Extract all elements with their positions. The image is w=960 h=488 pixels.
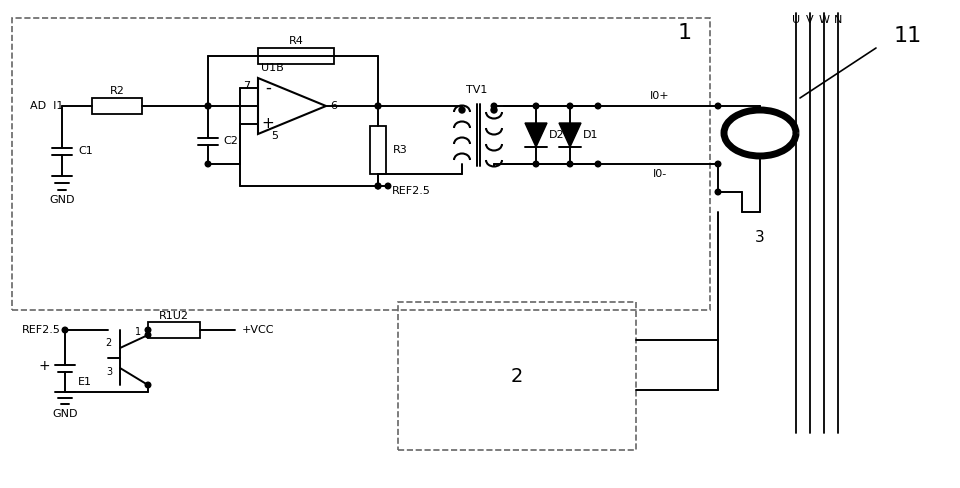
Circle shape [375,183,381,189]
Circle shape [375,103,381,109]
Text: R4: R4 [289,36,303,46]
Text: 5: 5 [272,131,278,141]
Circle shape [205,103,211,109]
Bar [370,126,386,174]
Text: C2: C2 [223,136,238,146]
Text: 6: 6 [330,101,337,111]
Text: E1: E1 [78,377,92,387]
Text: +VCC: +VCC [242,325,275,335]
Text: +: + [262,117,275,131]
Bar [92,98,142,114]
Text: REF2.5: REF2.5 [392,186,431,196]
Text: +: + [38,359,50,373]
Circle shape [715,189,721,195]
Bar [12,18,710,310]
Bar [398,302,636,450]
Text: 1: 1 [678,23,692,43]
Circle shape [533,161,539,167]
Text: D2: D2 [549,130,564,140]
Text: 3: 3 [106,367,112,377]
Text: 7: 7 [243,81,250,91]
Circle shape [385,183,391,189]
Text: N: N [834,15,842,25]
Text: R3: R3 [393,145,408,155]
Circle shape [595,103,601,109]
Text: V: V [806,15,814,25]
Text: 11: 11 [894,26,923,46]
Circle shape [62,327,68,333]
Text: W: W [819,15,829,25]
Circle shape [375,103,381,109]
Circle shape [205,103,211,109]
Circle shape [205,161,211,167]
Text: GND: GND [52,409,78,419]
Text: 2: 2 [106,338,112,348]
Text: 1: 1 [135,327,141,337]
Text: C1: C1 [78,146,93,156]
Circle shape [459,107,465,113]
Text: AD  I1: AD I1 [30,101,63,111]
Text: TV1: TV1 [466,85,488,95]
Circle shape [145,382,151,388]
Circle shape [715,103,721,109]
Text: GND: GND [49,195,75,205]
Text: I0+: I0+ [650,91,670,101]
Circle shape [491,107,497,113]
Bar [148,322,200,338]
Text: D1: D1 [583,130,598,140]
Circle shape [375,183,381,189]
Circle shape [595,161,601,167]
Text: R1U2: R1U2 [159,311,189,321]
Text: U1B: U1B [260,63,283,73]
Text: REF2.5: REF2.5 [22,325,60,335]
Circle shape [145,327,151,333]
Circle shape [145,332,151,338]
Text: R2: R2 [109,86,125,96]
Circle shape [492,103,497,109]
Polygon shape [559,123,581,147]
Text: U: U [792,15,800,25]
Bar [258,48,334,64]
Circle shape [715,161,721,167]
Text: 2: 2 [511,366,523,386]
Text: -: - [265,79,271,97]
Circle shape [567,103,573,109]
Text: 3: 3 [756,230,765,245]
Polygon shape [525,123,547,147]
Text: I0-: I0- [653,169,667,179]
Circle shape [567,161,573,167]
Circle shape [533,103,539,109]
